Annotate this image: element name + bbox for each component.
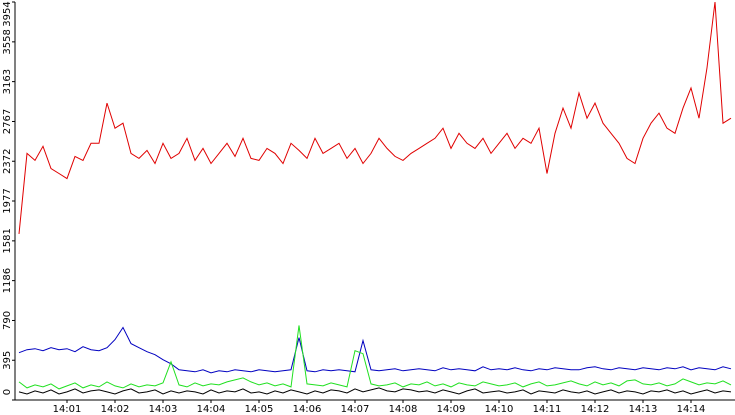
- series-line: [18, 1, 732, 234]
- x-tick-label: 14:04: [197, 404, 226, 415]
- y-tick-label: 3558: [2, 29, 13, 54]
- y-tick-label: 3163: [2, 69, 13, 94]
- x-tick-label: 14:10: [485, 404, 514, 415]
- x-tick-label: 14:13: [629, 404, 658, 415]
- x-tick-label: 14:07: [341, 404, 370, 415]
- x-tick-label: 14:14: [677, 404, 706, 415]
- x-tick-label: 14:03: [149, 404, 178, 415]
- x-tick-label: 14:12: [581, 404, 610, 415]
- y-tick-label: 0: [2, 389, 13, 395]
- y-tick-label: 1977: [2, 188, 13, 213]
- x-tick-label: 14:06: [293, 404, 322, 415]
- series-line: [18, 326, 732, 374]
- x-tick-label: 14:08: [389, 404, 418, 415]
- y-tick-label: 2767: [2, 109, 13, 134]
- series-line: [18, 325, 732, 390]
- y-tick-label: 3954: [2, 1, 13, 26]
- x-tick-label: 14:05: [245, 404, 274, 415]
- y-tick-label: 1581: [2, 228, 13, 253]
- y-tick-label: 790: [2, 311, 13, 330]
- x-tick-label: 14:01: [53, 404, 82, 415]
- x-tick-label: 14:11: [533, 404, 562, 415]
- x-tick-label: 14:09: [437, 404, 466, 415]
- y-tick-label: 2372: [2, 149, 13, 174]
- y-tick-label: 395: [2, 351, 13, 370]
- x-tick-label: 14:02: [101, 404, 130, 415]
- series-line: [18, 387, 732, 395]
- y-tick-label: 1186: [2, 268, 13, 293]
